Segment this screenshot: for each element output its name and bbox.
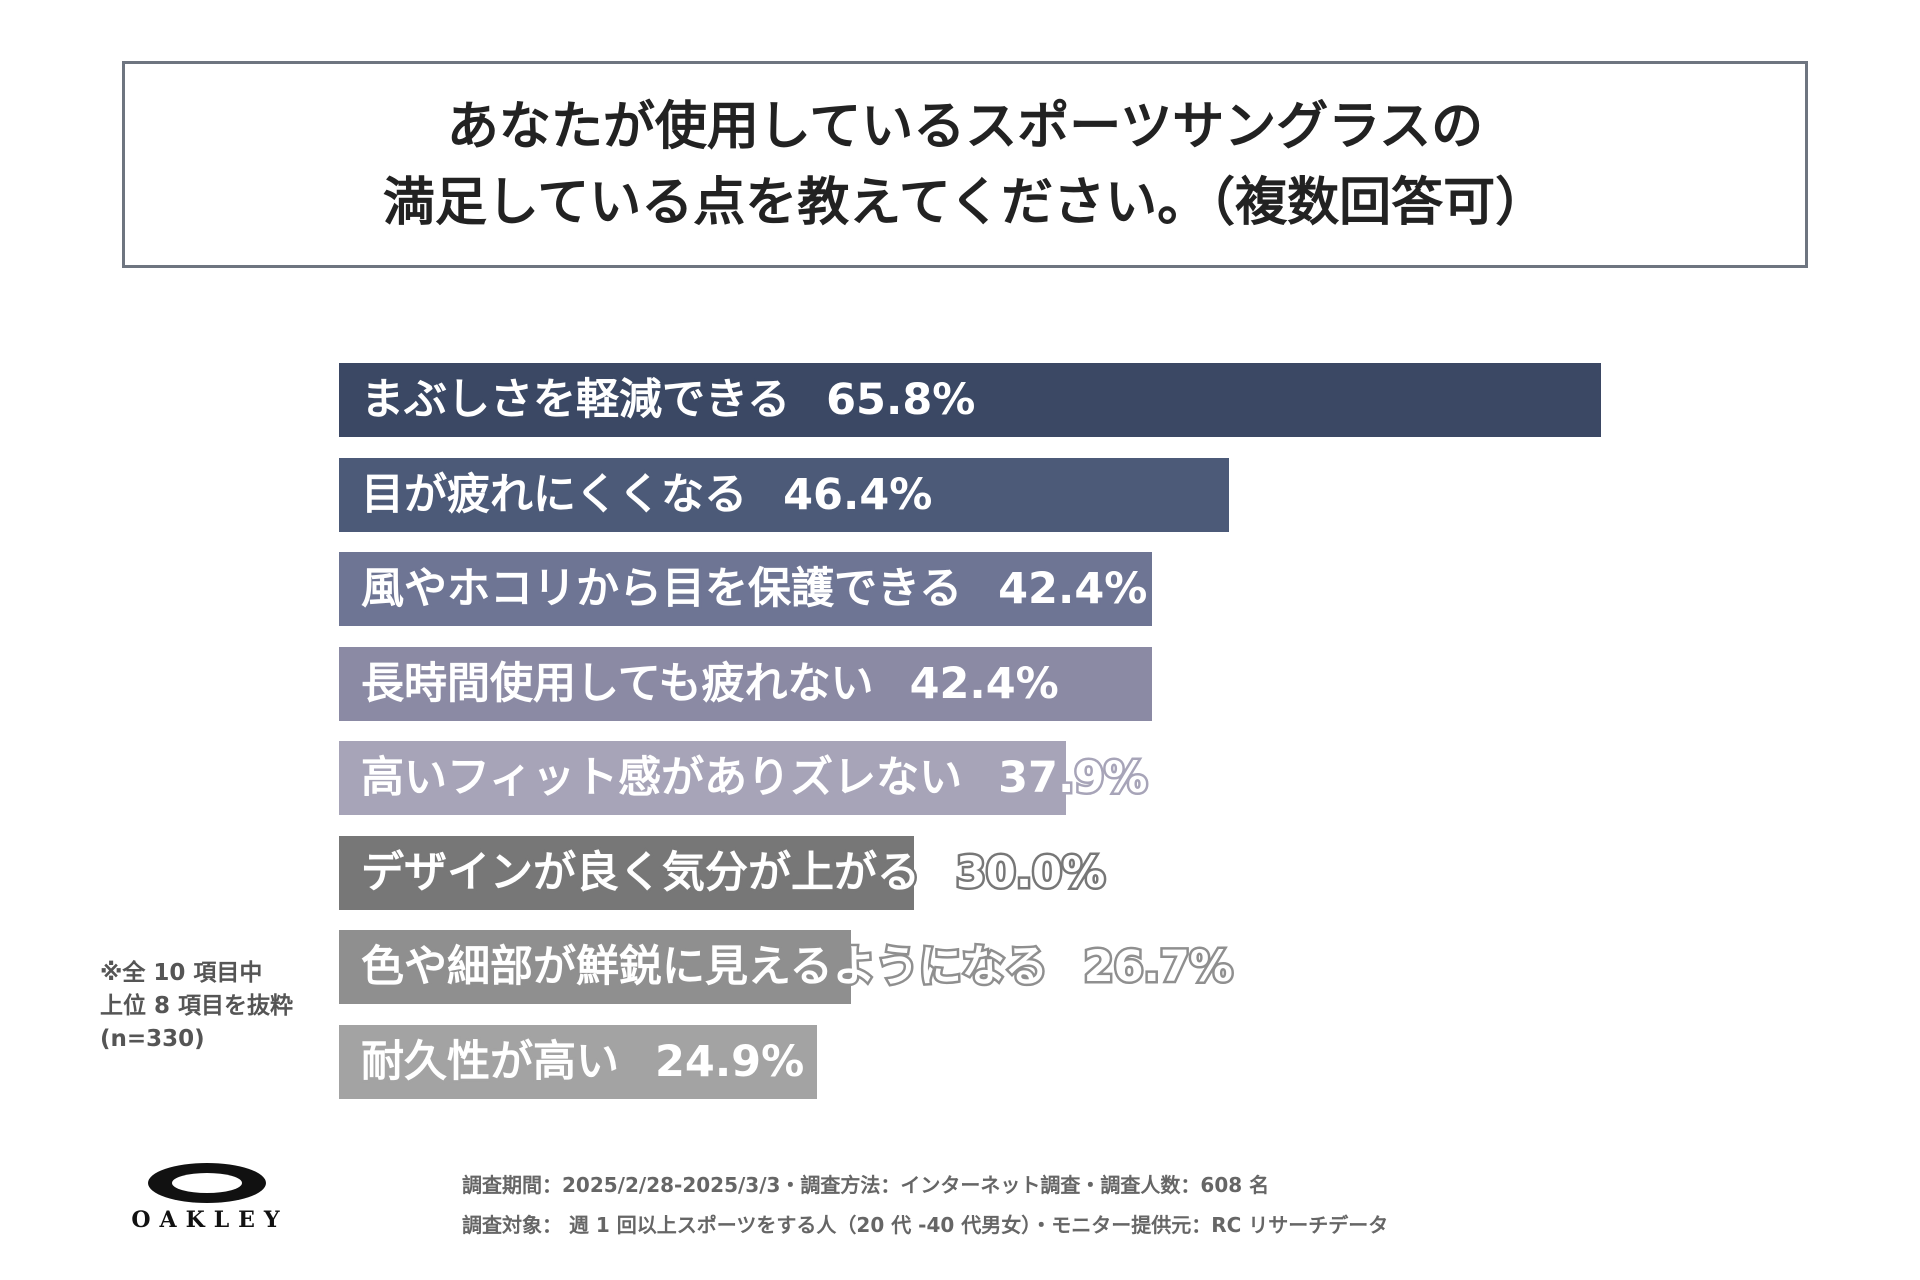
bar-value-label: 65.8% (824, 373, 978, 428)
bar-value-label: 42.4% (996, 562, 1150, 617)
bar-label-7: 色や細部が鮮鋭に見えるようになる 26.7% (359, 929, 1236, 1005)
bar-1 (339, 363, 1601, 437)
bar-7 (339, 930, 852, 1004)
note-line-3: (n=330) (100, 1026, 205, 1052)
sample-note: ※全 10 項目中 上位 8 項目を抜粋 (n=330) (100, 957, 293, 1056)
bar-4 (339, 646, 1153, 721)
chart-title-line-2: 満足している点を教えてください。（複数回答可） (382, 172, 1548, 233)
chart-title-line-1: あなたが使用しているスポーツサングラスの (446, 96, 1484, 157)
bar-value-label: 37.9% (996, 751, 1150, 806)
bar-3 (339, 552, 1153, 626)
bar-label-8: 耐久性が高い 24.9% (359, 1024, 807, 1100)
bar-category-label: 耐久性が高い (359, 1034, 622, 1089)
bar-5 (339, 741, 1066, 815)
footer-line-1: 調査期間：2025/2/28-2025/3/3・調査方法：インターネット調査・調… (462, 1173, 1270, 1197)
bar-category-label: まぶしさを軽減できる (358, 373, 792, 428)
bar-chart: まぶしさを軽減できる 65.8% 目が疲れにくくなる 46.4% 風やホコリから目を保護… (339, 362, 1601, 1100)
logo-text: OAKLEY (131, 1207, 289, 1233)
bar-category-label: 色や細部が鮮鋭に見えるようになる (359, 940, 1051, 995)
bar-label-2: 目が疲れにくくなる 46.4% (358, 457, 935, 533)
bar-category-label: デザインが良く気分が上がる (359, 845, 923, 900)
title-box: あなたが使用しているスポーツサングラスの 満足している点を教えてください。（複数… (122, 61, 1808, 268)
footer-line-2: 調査対象： 週 1 回以上スポーツをする人（20 代 -40 代男女）・モニター… (462, 1213, 1389, 1237)
bar-category-label: 高いフィット感がありズレない (358, 751, 964, 806)
bar-value-label: 26.7% (1081, 940, 1235, 995)
bar-label-5: 高いフィット感がありズレない 37.9% (358, 740, 1150, 816)
survey-footer: 調査期間：2025/2/28-2025/3/3・調査方法：インターネット調査・調… (462, 1165, 1388, 1245)
oakley-logo: OAKLEY (118, 1163, 302, 1233)
note-line-2: 上位 8 項目を抜粋 (100, 993, 294, 1019)
bar-label-4: 長時間使用しても疲れない 42.4% (359, 646, 1062, 722)
bar-label-6: デザインが良く気分が上がる 30.0% (359, 835, 1108, 911)
oakley-ellipse-icon (148, 1163, 266, 1203)
bar-category-label: 風やホコリから目を保護できる (358, 562, 964, 617)
bar-8 (339, 1024, 817, 1099)
bar-value-label: 42.4% (907, 656, 1061, 711)
bar-label-1: まぶしさを軽減できる 65.8% (358, 362, 978, 438)
bar-value-label: 24.9% (652, 1034, 806, 1089)
bar-value-label: 46.4% (781, 467, 935, 522)
bar-2 (339, 457, 1229, 532)
note-line-1: ※全 10 項目中 (100, 960, 263, 986)
bar-category-label: 目が疲れにくくなる (358, 467, 749, 522)
bar-label-3: 風やホコリから目を保護できる 42.4% (358, 551, 1150, 627)
bar-category-label: 長時間使用しても疲れない (359, 656, 877, 711)
bar-value-label: 30.0% (953, 845, 1107, 900)
bar-6 (339, 835, 915, 910)
